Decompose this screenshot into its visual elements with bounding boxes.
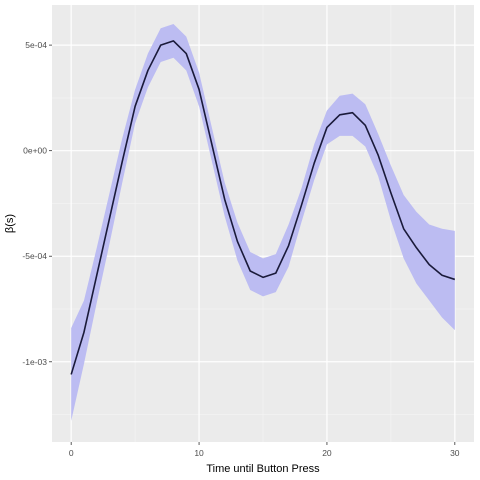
y-tick-label: -1e-03 — [22, 357, 47, 367]
x-axis: 0 10 20 30 — [69, 442, 460, 458]
beta-line — [70, 40, 456, 375]
confidence-ribbon — [71, 24, 455, 421]
y-tick-label: 0e+00 — [23, 146, 47, 156]
x-tick-label: 20 — [322, 448, 332, 458]
x-tick-label: 10 — [194, 448, 204, 458]
y-axis: -1e-03 -5e-04 0e+00 5e-04 — [22, 40, 52, 367]
y-axis-title: β(s) — [4, 214, 16, 233]
x-axis-title: Time until Button Press — [206, 463, 320, 475]
y-tick-label: -5e-04 — [22, 251, 47, 261]
x-tick-label: 30 — [450, 448, 460, 458]
y-tick-label: 5e-04 — [25, 40, 47, 50]
x-tick-label: 0 — [69, 448, 74, 458]
